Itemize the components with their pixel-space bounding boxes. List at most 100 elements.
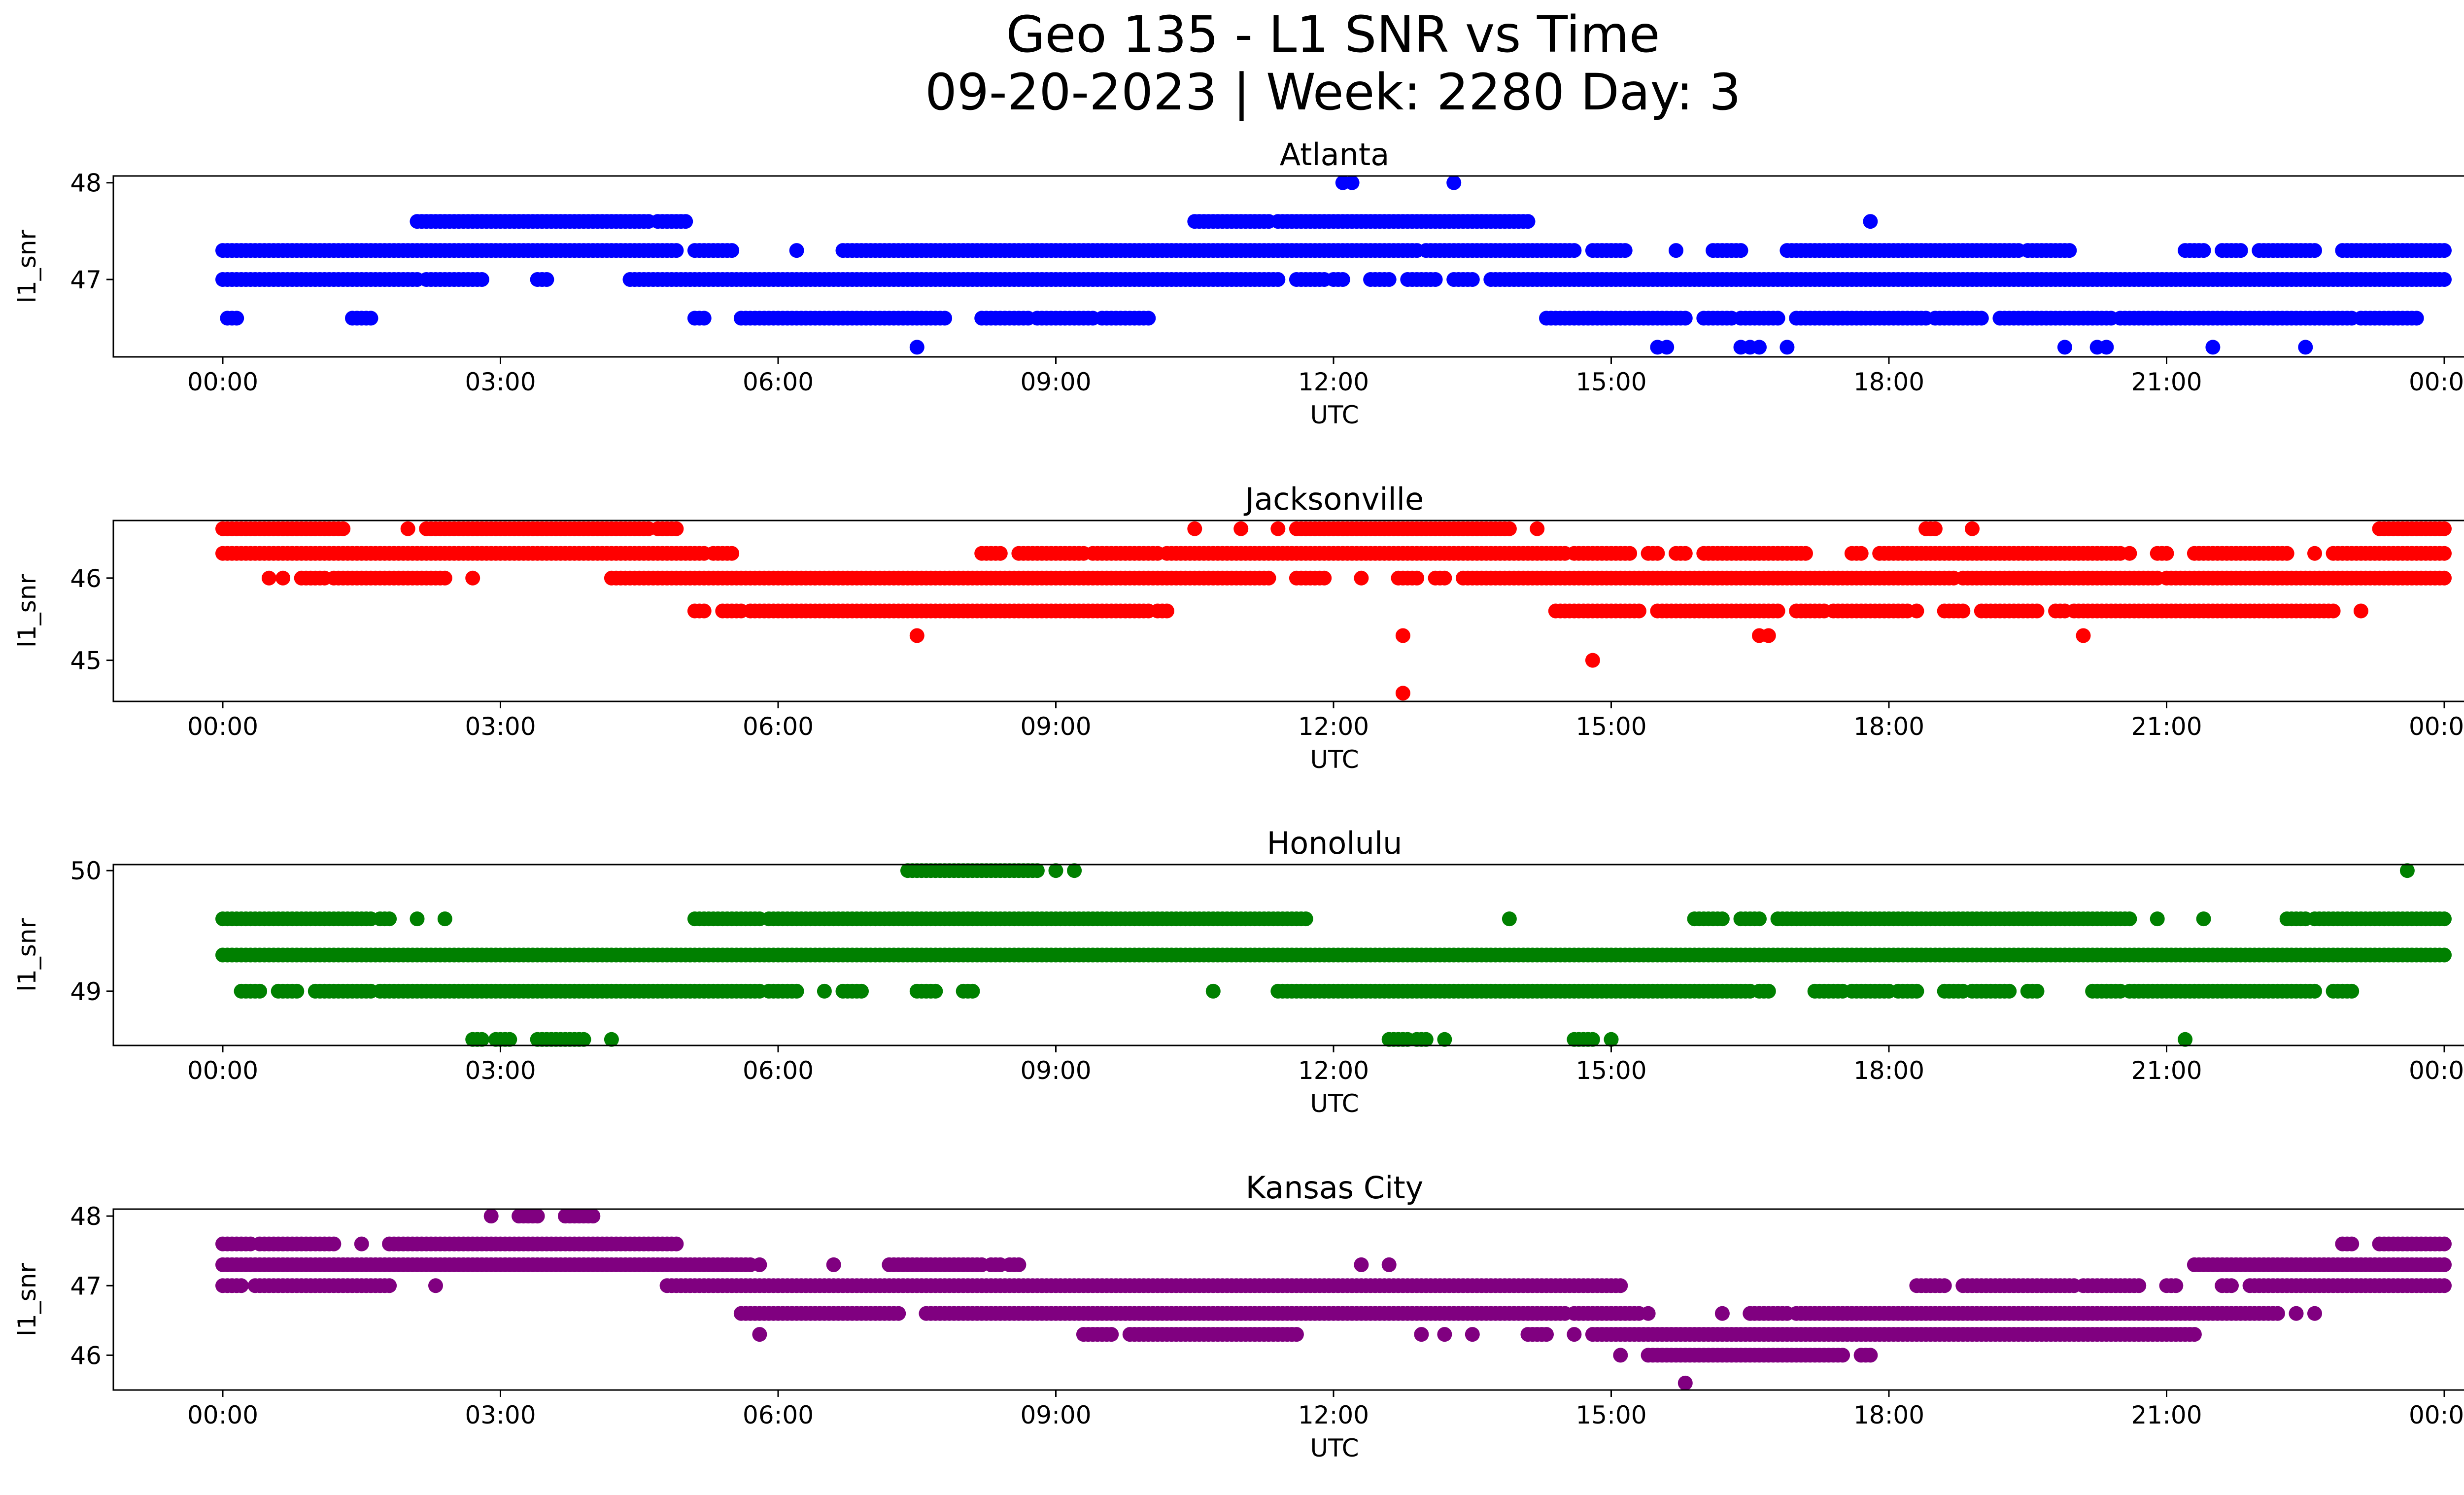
data-point: [576, 1032, 591, 1047]
data-point: [2437, 911, 2452, 927]
data-point: [2437, 272, 2452, 287]
data-point: [1567, 243, 1582, 258]
x-tick-label: 00:00: [187, 1401, 258, 1429]
data-point: [2437, 546, 2452, 561]
data-point: [789, 243, 804, 258]
data-point: [2168, 1278, 2184, 1293]
x-tick-label: 06:00: [743, 1056, 814, 1085]
x-tick-label: 00:00: [187, 368, 258, 396]
plot-frame: [112, 1208, 2464, 1391]
x-tick-label: 18:00: [1853, 712, 1924, 741]
data-point: [2307, 243, 2322, 258]
data-point: [530, 1209, 545, 1224]
data-point: [1261, 570, 1276, 586]
data-point: [1567, 1327, 1582, 1342]
data-point: [1965, 521, 1980, 536]
data-point: [336, 521, 351, 536]
data-point: [382, 1278, 397, 1293]
data-point: [354, 1236, 369, 1252]
data-point: [1418, 1032, 1434, 1047]
data-point: [937, 311, 953, 326]
x-tick-label: 00:00: [187, 712, 258, 741]
x-tick-label: 03:00: [465, 1401, 536, 1429]
data-point: [2150, 911, 2165, 927]
data-point: [2307, 983, 2322, 999]
data-point: [1048, 863, 1063, 878]
data-point: [2076, 628, 2091, 643]
data-point: [2437, 947, 2452, 963]
data-point: [1835, 1348, 1850, 1363]
data-point: [1714, 1306, 1730, 1321]
data-point: [1409, 570, 1425, 586]
data-points: [215, 1209, 2452, 1391]
data-point: [1863, 214, 1878, 229]
data-point: [1502, 521, 1517, 536]
data-point: [1502, 911, 1517, 927]
x-axis-label: UTC: [1310, 1089, 1359, 1118]
data-point: [326, 1236, 342, 1252]
data-point: [1927, 521, 1943, 536]
data-point: [1530, 521, 1545, 536]
data-point: [752, 1257, 767, 1272]
data-point: [1354, 570, 1369, 586]
data-point: [410, 911, 425, 927]
y-tick-label: 45: [70, 647, 102, 675]
plot-frame: [112, 520, 2464, 702]
plot-frame: [112, 175, 2464, 358]
x-axis-label: UTC: [1310, 1434, 1359, 1462]
data-point: [1414, 1327, 1429, 1342]
data-point: [669, 243, 684, 258]
data-point: [1677, 546, 1693, 561]
data-point: [1233, 521, 1249, 536]
data-point: [1344, 175, 1360, 190]
data-point: [2409, 311, 2424, 326]
data-point: [483, 1209, 499, 1224]
data-point: [437, 570, 452, 586]
data-point: [2178, 1032, 2193, 1047]
data-point: [1780, 340, 1795, 355]
data-point: [965, 983, 980, 999]
data-point: [539, 272, 554, 287]
data-point: [1909, 603, 1924, 619]
data-point: [1585, 1032, 1600, 1047]
data-point: [2344, 1236, 2360, 1252]
data-point: [678, 214, 693, 229]
data-point: [1437, 570, 1452, 586]
data-point: [382, 911, 397, 927]
data-point: [428, 1278, 443, 1293]
figure-title-line2: 09-20-2023 | Week: 2280 Day: 3: [925, 63, 1741, 122]
y-axis-label: l1_snr: [13, 1263, 41, 1336]
data-point: [2159, 546, 2174, 561]
data-point: [1613, 1348, 1628, 1363]
y-tick-label: 50: [70, 857, 102, 885]
data-point: [909, 628, 924, 643]
data-point: [1669, 243, 1683, 258]
data-point: [1761, 628, 1776, 643]
data-point: [2399, 863, 2415, 878]
data-point: [1974, 311, 1989, 326]
data-point: [2437, 243, 2452, 258]
data-point: [1909, 983, 1924, 999]
x-tick-label: 15:00: [1575, 1401, 1646, 1429]
data-point: [696, 311, 712, 326]
data-point: [2122, 546, 2137, 561]
data-point: [1770, 311, 1785, 326]
data-point: [1465, 272, 1480, 287]
data-point: [1752, 340, 1767, 355]
data-point: [474, 272, 489, 287]
data-point: [2437, 1236, 2452, 1252]
data-point: [2326, 603, 2341, 619]
x-tick-label: 06:00: [743, 368, 814, 396]
data-point: [752, 1327, 767, 1342]
data-point: [2270, 1306, 2285, 1321]
data-point: [2353, 603, 2368, 619]
data-point: [1798, 546, 1813, 561]
data-point: [1659, 340, 1675, 355]
data-point: [2187, 1327, 2202, 1342]
data-point: [1011, 1257, 1027, 1272]
x-tick-label: 09:00: [1020, 712, 1091, 741]
data-point: [437, 911, 452, 927]
data-point: [1335, 272, 1350, 287]
data-point: [1205, 983, 1221, 999]
